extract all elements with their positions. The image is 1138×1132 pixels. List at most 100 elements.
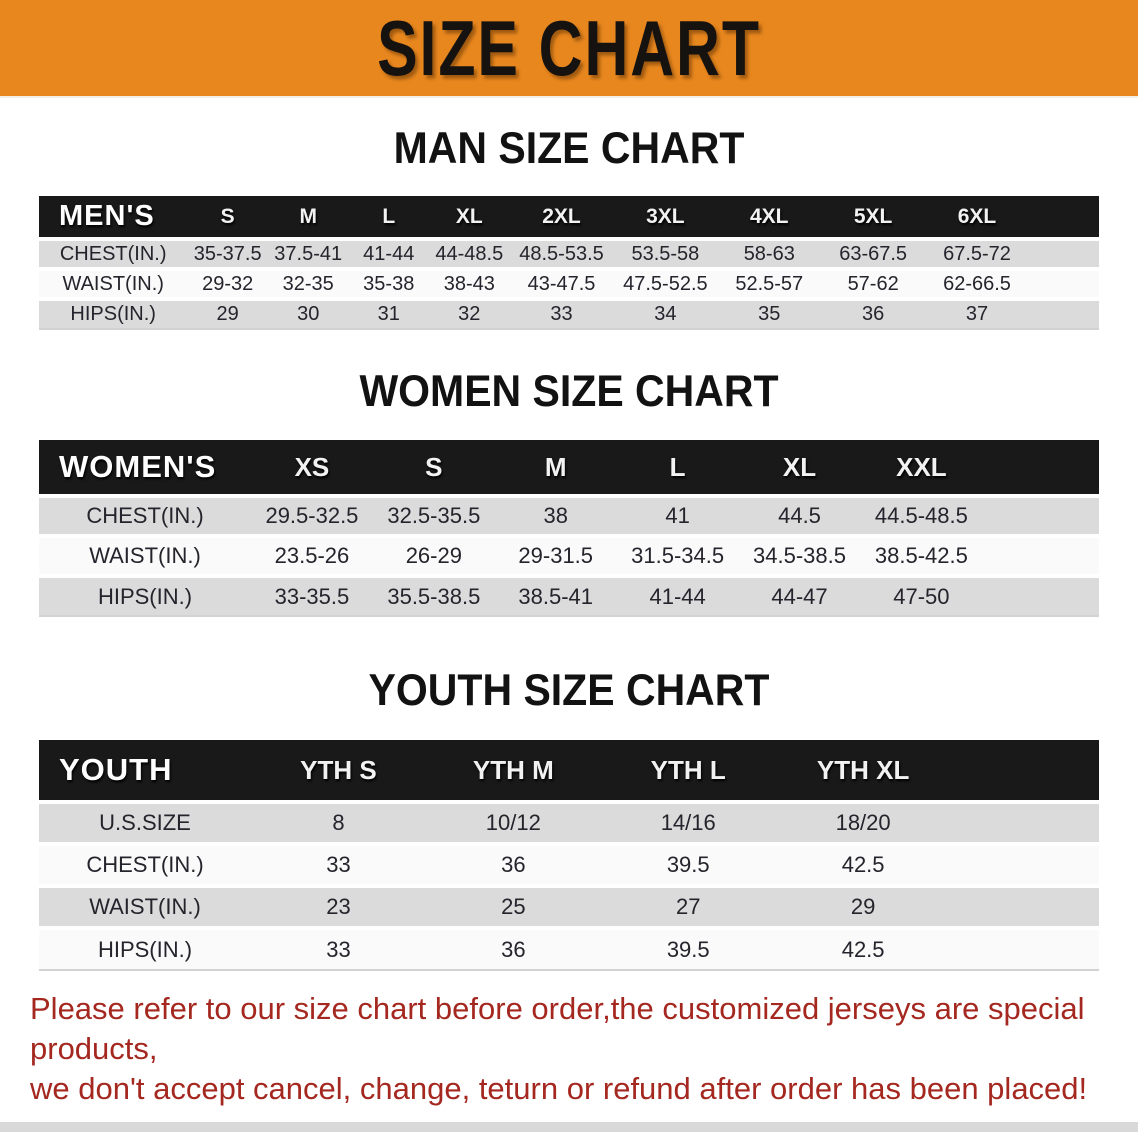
column-header: YTH XL bbox=[775, 740, 951, 804]
column-header: 6XL bbox=[925, 196, 1029, 241]
cell-value: 34 bbox=[613, 299, 718, 330]
row-label: U.S.SIZE bbox=[39, 802, 251, 846]
cell-value: 18/20 bbox=[775, 802, 951, 846]
cell-value: 34.5-38.5 bbox=[738, 536, 861, 578]
table-row: HIPS(IN.) 33-35.5 35.5-38.5 38.5-41 41-44 44-… bbox=[39, 576, 1099, 617]
filler-cell bbox=[950, 802, 1099, 846]
row-label: CHEST(IN.) bbox=[39, 239, 188, 271]
cell-value: 38.5-42.5 bbox=[860, 536, 983, 578]
column-header: S bbox=[372, 440, 495, 498]
cell-value: 35-37.5 bbox=[187, 239, 268, 271]
cell-value: 35 bbox=[717, 299, 822, 330]
table-row: WAIST(IN.) 23 25 27 29 bbox=[39, 886, 1099, 930]
cell-value: 39.5 bbox=[600, 844, 776, 888]
cell-value: 36 bbox=[425, 928, 601, 971]
row-label: WAIST(IN.) bbox=[39, 536, 251, 578]
disclaimer-line-1: Please refer to our size chart before or… bbox=[30, 991, 1085, 1066]
column-header: 3XL bbox=[613, 196, 718, 241]
cell-value: 38 bbox=[494, 496, 617, 538]
cell-value: 41-44 bbox=[616, 576, 739, 617]
cell-value: 58-63 bbox=[717, 239, 822, 271]
cell-value: 26-29 bbox=[372, 536, 495, 578]
cell-value: 29.5-32.5 bbox=[251, 496, 373, 538]
column-header: XS bbox=[251, 440, 373, 498]
banner-title: SIZE CHART bbox=[377, 4, 761, 92]
disclaimer-line-2: we don't accept cancel, change, teturn o… bbox=[30, 1071, 1088, 1106]
cell-value: 32-35 bbox=[267, 269, 349, 301]
section-women: WOMEN SIZE CHART WOMEN'S XS S M L XL XXL CHEST(… bbox=[0, 366, 1138, 617]
youth-section-heading: YOUTH SIZE CHART bbox=[368, 665, 770, 715]
column-header: M bbox=[494, 440, 617, 498]
disclaimer-text: Please refer to our size chart before or… bbox=[0, 989, 1138, 1109]
cell-value: 44-48.5 bbox=[429, 239, 510, 271]
cell-value: 29-31.5 bbox=[494, 536, 617, 578]
cell-value: 44.5-48.5 bbox=[860, 496, 983, 538]
cell-value: 33-35.5 bbox=[251, 576, 373, 617]
table-row: HIPS(IN.) 29 30 31 32 33 34 35 36 37 bbox=[39, 299, 1099, 330]
cell-value: 42.5 bbox=[775, 928, 951, 971]
filler-cell bbox=[982, 536, 1099, 578]
column-header: YTH S bbox=[251, 740, 426, 804]
women-section-heading: WOMEN SIZE CHART bbox=[359, 366, 779, 416]
table-row: CHEST(IN.) 29.5-32.5 32.5-35.5 38 41 44.5 44.5… bbox=[39, 496, 1099, 538]
cell-value: 63-67.5 bbox=[821, 239, 926, 271]
filler-cell bbox=[950, 886, 1099, 930]
bottom-strip bbox=[0, 1122, 1138, 1132]
cell-value: 57-62 bbox=[821, 269, 926, 301]
man-section-heading: MAN SIZE CHART bbox=[393, 123, 745, 173]
row-label: WAIST(IN.) bbox=[39, 269, 188, 301]
cell-value: 33 bbox=[509, 299, 614, 330]
filler-cell bbox=[982, 440, 1099, 498]
cell-value: 62-66.5 bbox=[925, 269, 1029, 301]
column-header: XL bbox=[429, 196, 510, 241]
cell-value: 8 bbox=[251, 802, 426, 846]
row-label: CHEST(IN.) bbox=[39, 844, 251, 888]
column-header: 4XL bbox=[717, 196, 822, 241]
row-label: HIPS(IN.) bbox=[39, 928, 251, 971]
filler-cell bbox=[982, 496, 1099, 538]
filler-cell bbox=[982, 576, 1099, 617]
filler-cell bbox=[950, 928, 1099, 971]
cell-value: 44.5 bbox=[738, 496, 861, 538]
table-corner-label: WOMEN'S bbox=[39, 440, 251, 498]
column-header: YTH L bbox=[600, 740, 776, 804]
filler-cell bbox=[1028, 269, 1099, 301]
table-row: WAIST(IN.) 29-32 32-35 35-38 38-43 43-47.5 47.… bbox=[39, 269, 1099, 301]
cell-value: 32.5-35.5 bbox=[372, 496, 495, 538]
cell-value: 33 bbox=[251, 928, 426, 971]
cell-value: 47-50 bbox=[860, 576, 983, 617]
table-row: CHEST(IN.) 33 36 39.5 42.5 bbox=[39, 844, 1099, 888]
cell-value: 47.5-52.5 bbox=[613, 269, 718, 301]
cell-value: 29 bbox=[187, 299, 268, 330]
column-header: L bbox=[348, 196, 430, 241]
section-man: MAN SIZE CHART MEN'S S M L XL 2XL 3XL 4XL 5XL 6XL… bbox=[0, 123, 1138, 330]
cell-value: 52.5-57 bbox=[717, 269, 822, 301]
cell-value: 43-47.5 bbox=[509, 269, 614, 301]
column-header: 5XL bbox=[821, 196, 926, 241]
cell-value: 38.5-41 bbox=[494, 576, 617, 617]
cell-value: 25 bbox=[425, 886, 601, 930]
row-label: CHEST(IN.) bbox=[39, 496, 251, 538]
cell-value: 39.5 bbox=[600, 928, 776, 971]
cell-value: 67.5-72 bbox=[925, 239, 1029, 271]
column-header: XXL bbox=[860, 440, 983, 498]
cell-value: 53.5-58 bbox=[613, 239, 718, 271]
table-row: HIPS(IN.) 33 36 39.5 42.5 bbox=[39, 928, 1099, 971]
cell-value: 23 bbox=[251, 886, 426, 930]
row-label: WAIST(IN.) bbox=[39, 886, 251, 930]
cell-value: 23.5-26 bbox=[251, 536, 373, 578]
column-header: YTH M bbox=[425, 740, 601, 804]
filler-cell bbox=[1028, 299, 1099, 330]
table-corner-label: MEN'S bbox=[39, 196, 188, 241]
filler-cell bbox=[1028, 239, 1099, 271]
filler-cell bbox=[950, 740, 1099, 804]
cell-value: 36 bbox=[425, 844, 601, 888]
table-row: U.S.SIZE 8 10/12 14/16 18/20 bbox=[39, 802, 1099, 846]
table-row: WAIST(IN.) 23.5-26 26-29 29-31.5 31.5-34.5 34… bbox=[39, 536, 1099, 578]
cell-value: 30 bbox=[267, 299, 349, 330]
men-size-table: MEN'S S M L XL 2XL 3XL 4XL 5XL 6XL CHEST(IN.) 35-37… bbox=[39, 196, 1099, 330]
women-size-table: WOMEN'S XS S M L XL XXL CHEST(IN.) 29.5-32.5 32.5… bbox=[39, 440, 1099, 617]
cell-value: 29 bbox=[775, 886, 951, 930]
column-header: XL bbox=[738, 440, 861, 498]
